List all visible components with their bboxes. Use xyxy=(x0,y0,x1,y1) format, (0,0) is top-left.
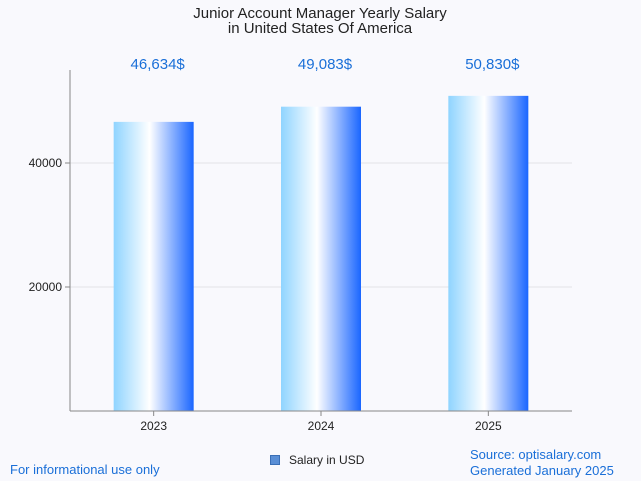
bars xyxy=(113,95,529,412)
bar-2023 xyxy=(113,121,194,411)
x-tick-label: 2023 xyxy=(140,419,167,433)
x-tick-label: 2024 xyxy=(308,419,335,433)
generated-text: Generated January 2025 xyxy=(470,463,614,478)
chart-subtitle: in United States Of America xyxy=(228,20,413,37)
legend-label: Salary in USD xyxy=(289,453,365,467)
axes: 20000 40000 2023 2024 2025 xyxy=(29,70,572,433)
bar-2024 xyxy=(281,106,361,412)
data-label-2023: 46,634$ xyxy=(131,56,186,73)
x-tick-label: 2025 xyxy=(475,419,502,433)
data-label-2024: 49,083$ xyxy=(298,56,353,73)
data-labels: 46,634$ 49,083$ 50,830$ xyxy=(131,56,521,73)
source-text: Source: optisalary.com xyxy=(470,447,602,462)
y-tick-label: 40000 xyxy=(29,156,63,170)
chart-legend: Salary in USD xyxy=(270,453,364,467)
disclaimer-text: For informational use only xyxy=(10,462,160,477)
data-label-2025: 50,830$ xyxy=(465,56,520,73)
bar-2025 xyxy=(448,95,529,411)
y-tick-label: 20000 xyxy=(29,280,63,294)
source-info: Source: optisalary.com Generated January… xyxy=(470,447,614,479)
chart-title: Junior Account Manager Yearly Salary xyxy=(193,5,447,22)
legend-swatch xyxy=(270,455,280,465)
